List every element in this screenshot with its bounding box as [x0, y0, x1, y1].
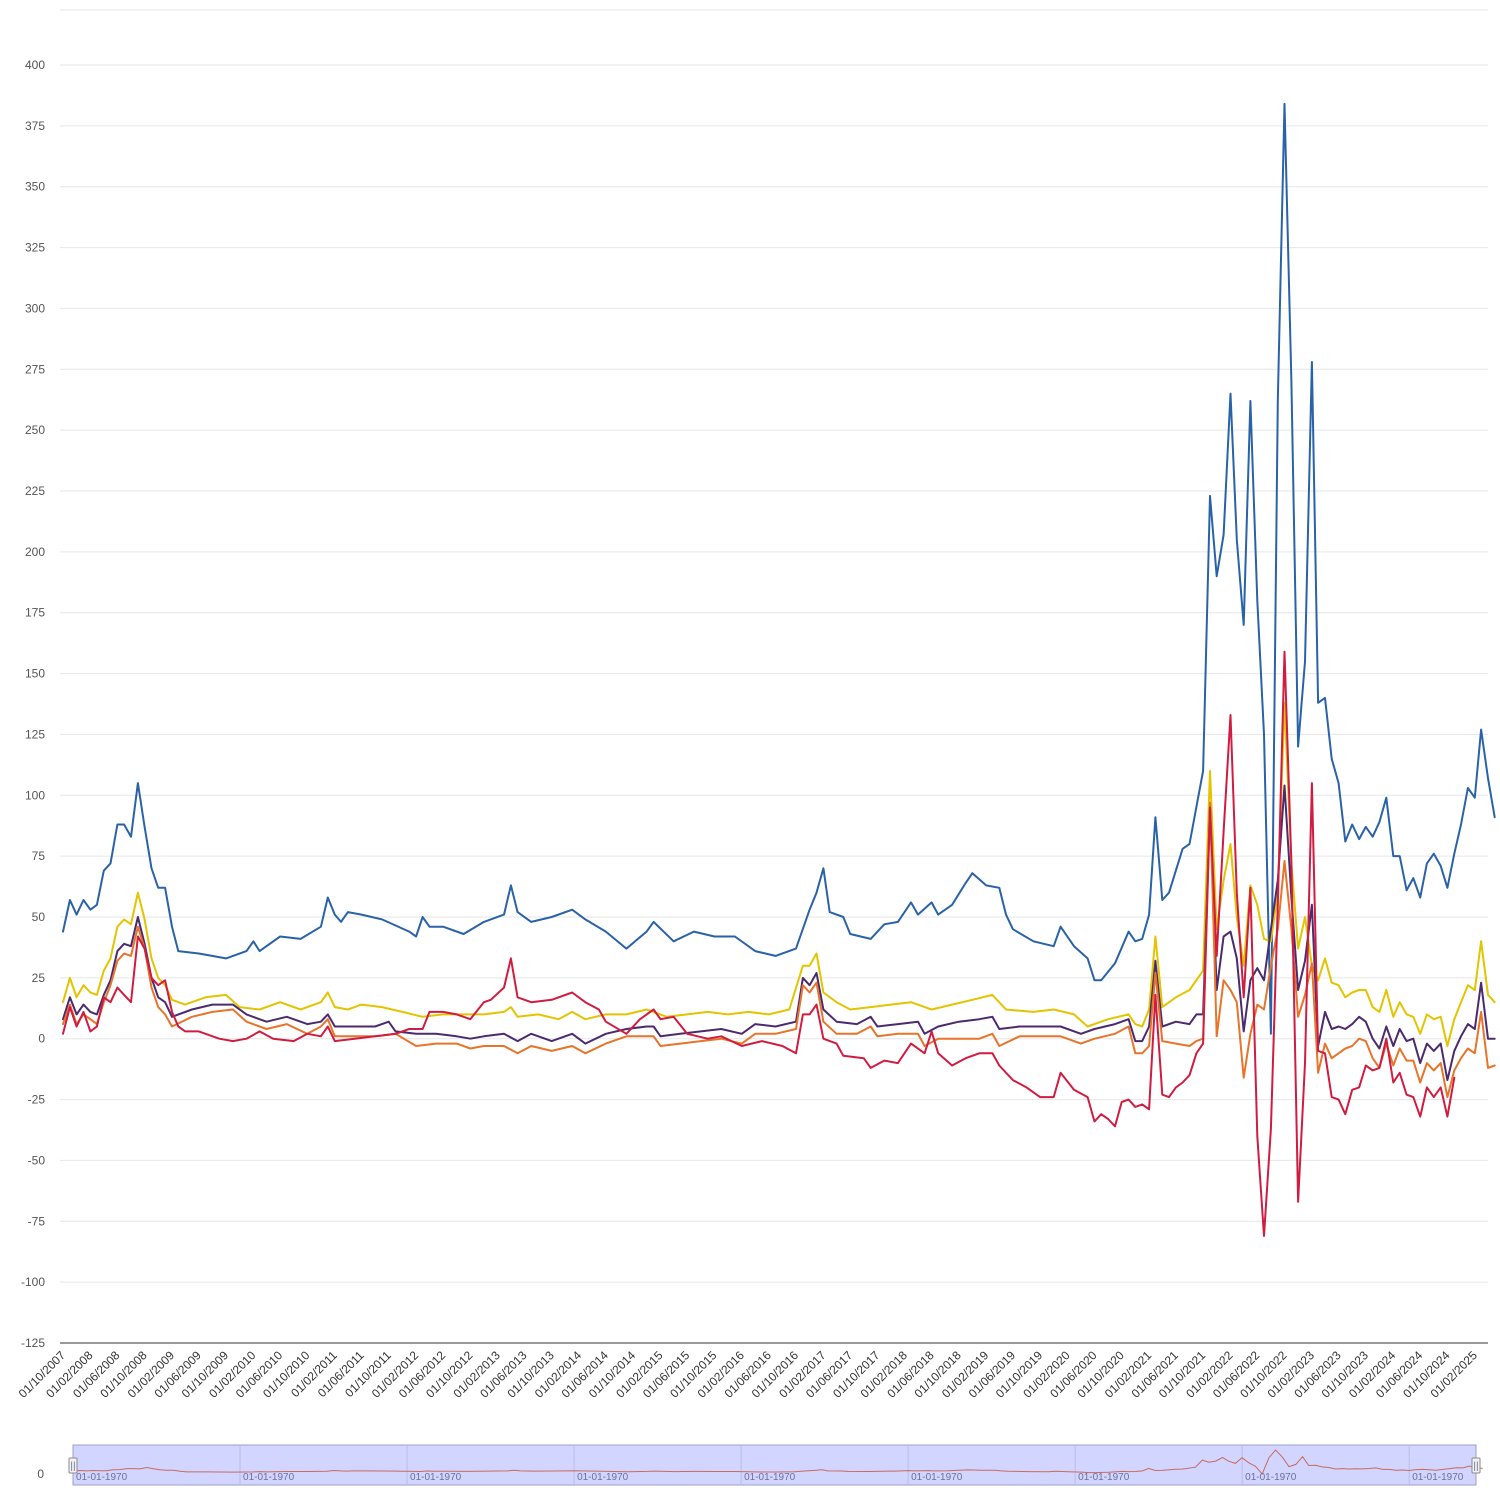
series-line-4	[62, 801, 1496, 1099]
y-tick-label: 0	[38, 1032, 45, 1046]
series-line-2	[62, 701, 1496, 1047]
y-tick-label: 150	[25, 667, 45, 681]
navigator-left-handle-grip[interactable]: ||	[70, 1461, 75, 1472]
navigator-zero-label: 0	[37, 1467, 44, 1481]
y-tick-label: 75	[32, 849, 46, 863]
x-axis-ticks: 01/10/200701/02/200801/06/200801/10/2008…	[16, 1348, 1480, 1401]
navigator-left-handle-box[interactable]	[68, 1457, 78, 1474]
y-tick-label: 25	[32, 971, 46, 985]
navigator-date-label: 01-01-1970	[1412, 1472, 1464, 1483]
navigator-date-label: 01-01-1970	[243, 1472, 295, 1483]
y-tick-label: 375	[25, 119, 45, 133]
navigator-date-label: 01-01-1970	[76, 1472, 128, 1483]
y-tick-label: 275	[25, 362, 45, 376]
series-line-1	[62, 102, 1496, 1035]
series-line-3	[62, 784, 1496, 1082]
series-line-5	[62, 650, 1456, 1237]
y-axis-ticks: 4003753503253002752502252001751501251007…	[21, 58, 45, 1350]
y-tick-label: 400	[25, 58, 45, 72]
range-navigator[interactable]: 0 01-01-1970 01-01-1970 01-01-1970 01-01-19…	[37, 1444, 1483, 1486]
navigator-date-label: 01-01-1970	[1078, 1472, 1130, 1483]
y-tick-label: -25	[28, 1093, 46, 1107]
navigator-dividers	[239, 1445, 1410, 1485]
navigator-date-label: 01-01-1970	[911, 1472, 963, 1483]
navigator-right-handle[interactable]: ||	[1471, 1457, 1481, 1474]
series-lines	[62, 102, 1496, 1237]
navigator-left-handle[interactable]: ||	[68, 1457, 78, 1474]
navigator-date-labels: 01-01-1970 01-01-1970 01-01-1970 01-01-1970…	[76, 1472, 1464, 1483]
y-tick-label: 200	[25, 545, 45, 559]
y-tick-label: -75	[28, 1214, 46, 1228]
y-tick-label: 50	[32, 910, 46, 924]
y-tick-label: 225	[25, 484, 45, 498]
y-tick-label: 100	[25, 788, 45, 802]
navigator-date-label: 01-01-1970	[1245, 1472, 1297, 1483]
navigator-date-label: 01-01-1970	[577, 1472, 629, 1483]
navigator-date-label: 01-01-1970	[744, 1472, 796, 1483]
y-tick-label: 125	[25, 727, 45, 741]
y-tick-label: 300	[25, 301, 45, 315]
navigator-date-label: 01-01-1970	[410, 1472, 462, 1483]
navigator-right-handle-grip[interactable]: ||	[1473, 1461, 1478, 1472]
grid	[60, 9, 1488, 1283]
y-tick-label: 250	[25, 423, 45, 437]
y-tick-label: 350	[25, 180, 45, 194]
y-tick-label: -100	[21, 1275, 45, 1289]
y-tick-label: -50	[28, 1153, 46, 1167]
y-tick-label: 175	[25, 606, 45, 620]
y-tick-label: -125	[21, 1336, 45, 1350]
y-tick-label: 325	[25, 241, 45, 255]
navigator-preview-line	[72, 1449, 1483, 1475]
navigator-right-handle-box[interactable]	[1471, 1457, 1481, 1474]
